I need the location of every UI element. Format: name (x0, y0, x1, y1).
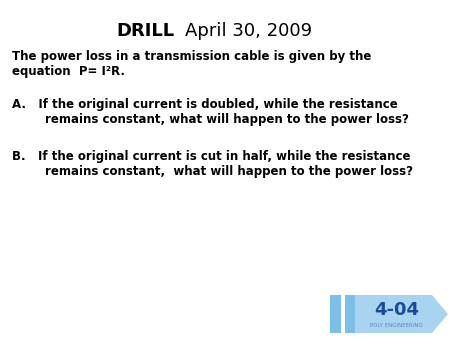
Text: B.   If the original current is cut in half, while the resistance: B. If the original current is cut in hal… (12, 150, 410, 163)
Text: POLY ENGINEERING: POLY ENGINEERING (370, 323, 423, 328)
Bar (330, 295, 341, 333)
Text: DRILL: DRILL (117, 22, 175, 40)
Text: A.   If the original current is doubled, while the resistance: A. If the original current is doubled, w… (12, 98, 398, 111)
Text: April 30, 2009: April 30, 2009 (185, 22, 312, 40)
Text: remains constant,  what will happen to the power loss?: remains constant, what will happen to th… (12, 165, 413, 178)
Text: remains constant, what will happen to the power loss?: remains constant, what will happen to th… (12, 113, 409, 126)
Text: equation  P= I²R.: equation P= I²R. (12, 65, 125, 78)
Text: 4-04: 4-04 (374, 301, 419, 319)
Polygon shape (355, 295, 448, 333)
Bar (345, 295, 356, 333)
Text: The power loss in a transmission cable is given by the: The power loss in a transmission cable i… (12, 50, 371, 63)
